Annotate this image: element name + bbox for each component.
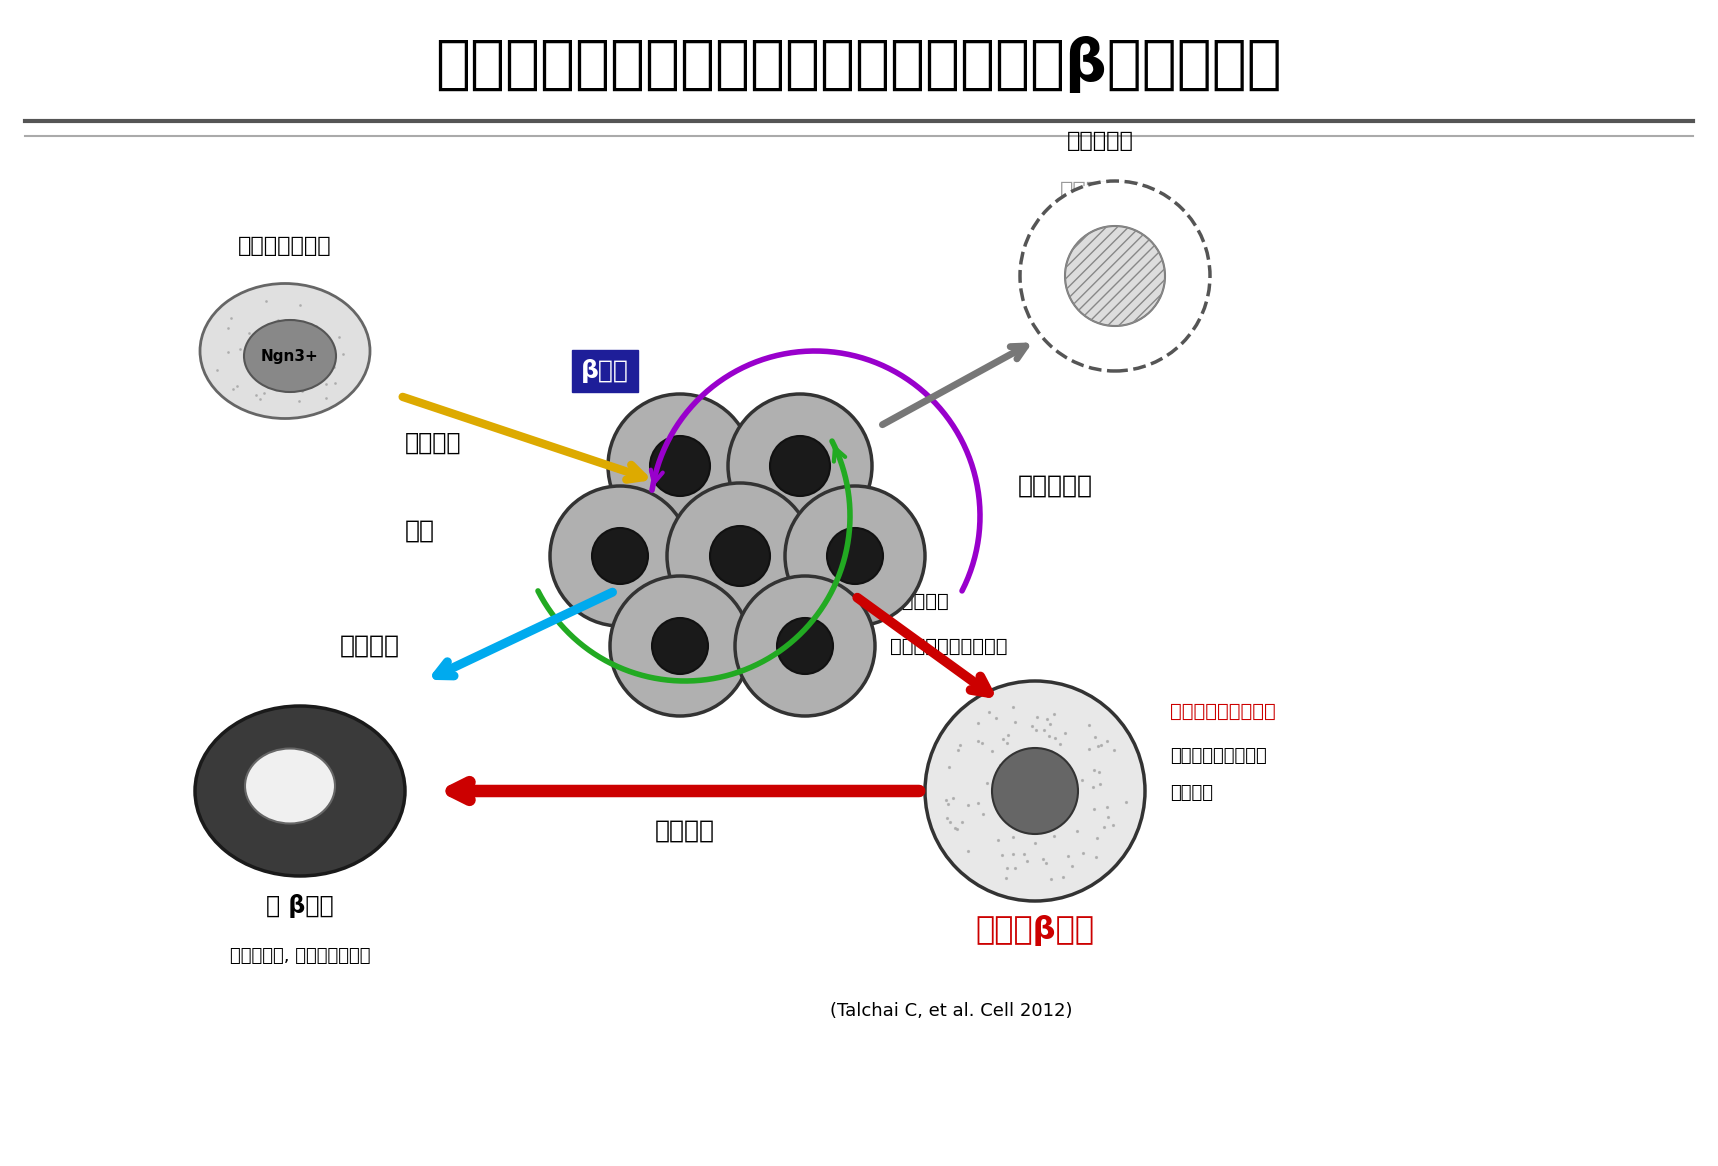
Circle shape xyxy=(593,528,648,584)
Circle shape xyxy=(608,394,752,538)
Text: 非 β細胞: 非 β細胞 xyxy=(266,894,333,918)
Ellipse shape xyxy=(244,319,337,392)
Text: Ngn3+: Ngn3+ xyxy=(261,349,320,364)
Circle shape xyxy=(550,486,691,626)
Text: 複製: 複製 xyxy=(405,519,435,543)
Circle shape xyxy=(710,526,770,586)
Circle shape xyxy=(785,486,924,626)
Circle shape xyxy=(728,394,873,538)
Text: インスリン産生能喪失: インスリン産生能喪失 xyxy=(890,637,1007,656)
Circle shape xyxy=(667,483,813,628)
Circle shape xyxy=(649,436,710,496)
Circle shape xyxy=(924,681,1144,901)
Text: 形質獲得: 形質獲得 xyxy=(1170,784,1213,802)
Circle shape xyxy=(1065,226,1165,326)
Text: 前駆細胞・幹細胞様: 前駆細胞・幹細胞様 xyxy=(1170,747,1266,765)
Circle shape xyxy=(777,618,833,674)
Text: 図１：膵島における細胞可塑性と機能的β細胞量制御: 図１：膵島における細胞可塑性と機能的β細胞量制御 xyxy=(436,36,1282,93)
Text: 複製能低下: 複製能低下 xyxy=(1017,475,1093,498)
Text: 内分泌前駆細胞: 内分泌前駆細胞 xyxy=(239,236,332,257)
Text: アポトーシス: アポトーシス xyxy=(1060,181,1141,201)
Text: 主要膵ホルモン陰性: 主要膵ホルモン陰性 xyxy=(1170,702,1276,721)
Text: (Talchai C, et al. Cell 2012): (Talchai C, et al. Cell 2012) xyxy=(830,1002,1072,1020)
Text: 脱分化β細胞: 脱分化β細胞 xyxy=(976,915,1094,947)
Circle shape xyxy=(610,576,751,716)
Circle shape xyxy=(826,528,883,584)
Circle shape xyxy=(770,436,830,496)
Text: β細胞: β細胞 xyxy=(581,359,629,382)
Text: 細胞新生: 細胞新生 xyxy=(405,431,462,455)
Text: （膵島細胞, 非内分泌細胞）: （膵島細胞, 非内分泌細胞） xyxy=(230,947,371,965)
Ellipse shape xyxy=(246,749,335,823)
Text: 成熟性低下: 成熟性低下 xyxy=(890,592,948,611)
Circle shape xyxy=(653,618,708,674)
Text: 分化転換: 分化転換 xyxy=(340,634,400,658)
Circle shape xyxy=(991,749,1077,834)
Ellipse shape xyxy=(196,705,405,876)
Circle shape xyxy=(1020,181,1209,371)
Text: 糖尿病病態: 糖尿病病態 xyxy=(1067,131,1134,152)
Circle shape xyxy=(735,576,874,716)
Text: 分化転換: 分化転換 xyxy=(655,819,715,843)
Ellipse shape xyxy=(199,283,369,419)
